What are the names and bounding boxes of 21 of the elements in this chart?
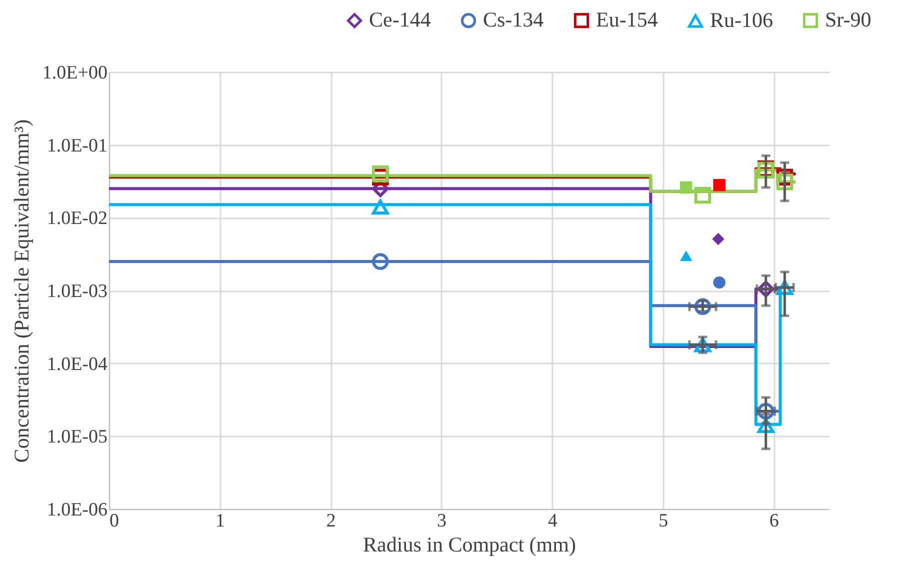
legend-label: Sr-90 [825,8,872,32]
legend-label: Eu-154 [596,8,658,32]
y-tick-label: 1.0E-03 [46,281,108,302]
y-tick-label: 1.0E-04 [46,354,108,375]
x-tick-label: 0 [110,510,119,532]
x-tick-label: 1 [216,510,226,532]
y-tick-label: 1.0E-02 [46,208,108,230]
x-tick-label: 6 [769,510,779,532]
y-axis-title: Concentration (Particle Equivalent/mm³) [9,119,34,463]
legend-label: Cs-134 [483,8,544,32]
x-tick-label: 3 [437,510,447,532]
x-tick-label: 5 [658,510,668,532]
x-axis-title: Radius in Compact (mm) [363,532,576,556]
legend-label: Ce-144 [369,8,432,32]
x-tick-label: 4 [548,510,558,532]
legend-label: Ru-106 [710,8,773,32]
y-tick-label: 1.0E+00 [42,62,108,84]
y-tick-label: 1.0E-01 [46,135,108,156]
y-tick-label: 1.0E-05 [46,426,108,448]
x-tick-label: 2 [326,510,336,532]
y-tick-label: 1.0E-06 [46,500,108,520]
